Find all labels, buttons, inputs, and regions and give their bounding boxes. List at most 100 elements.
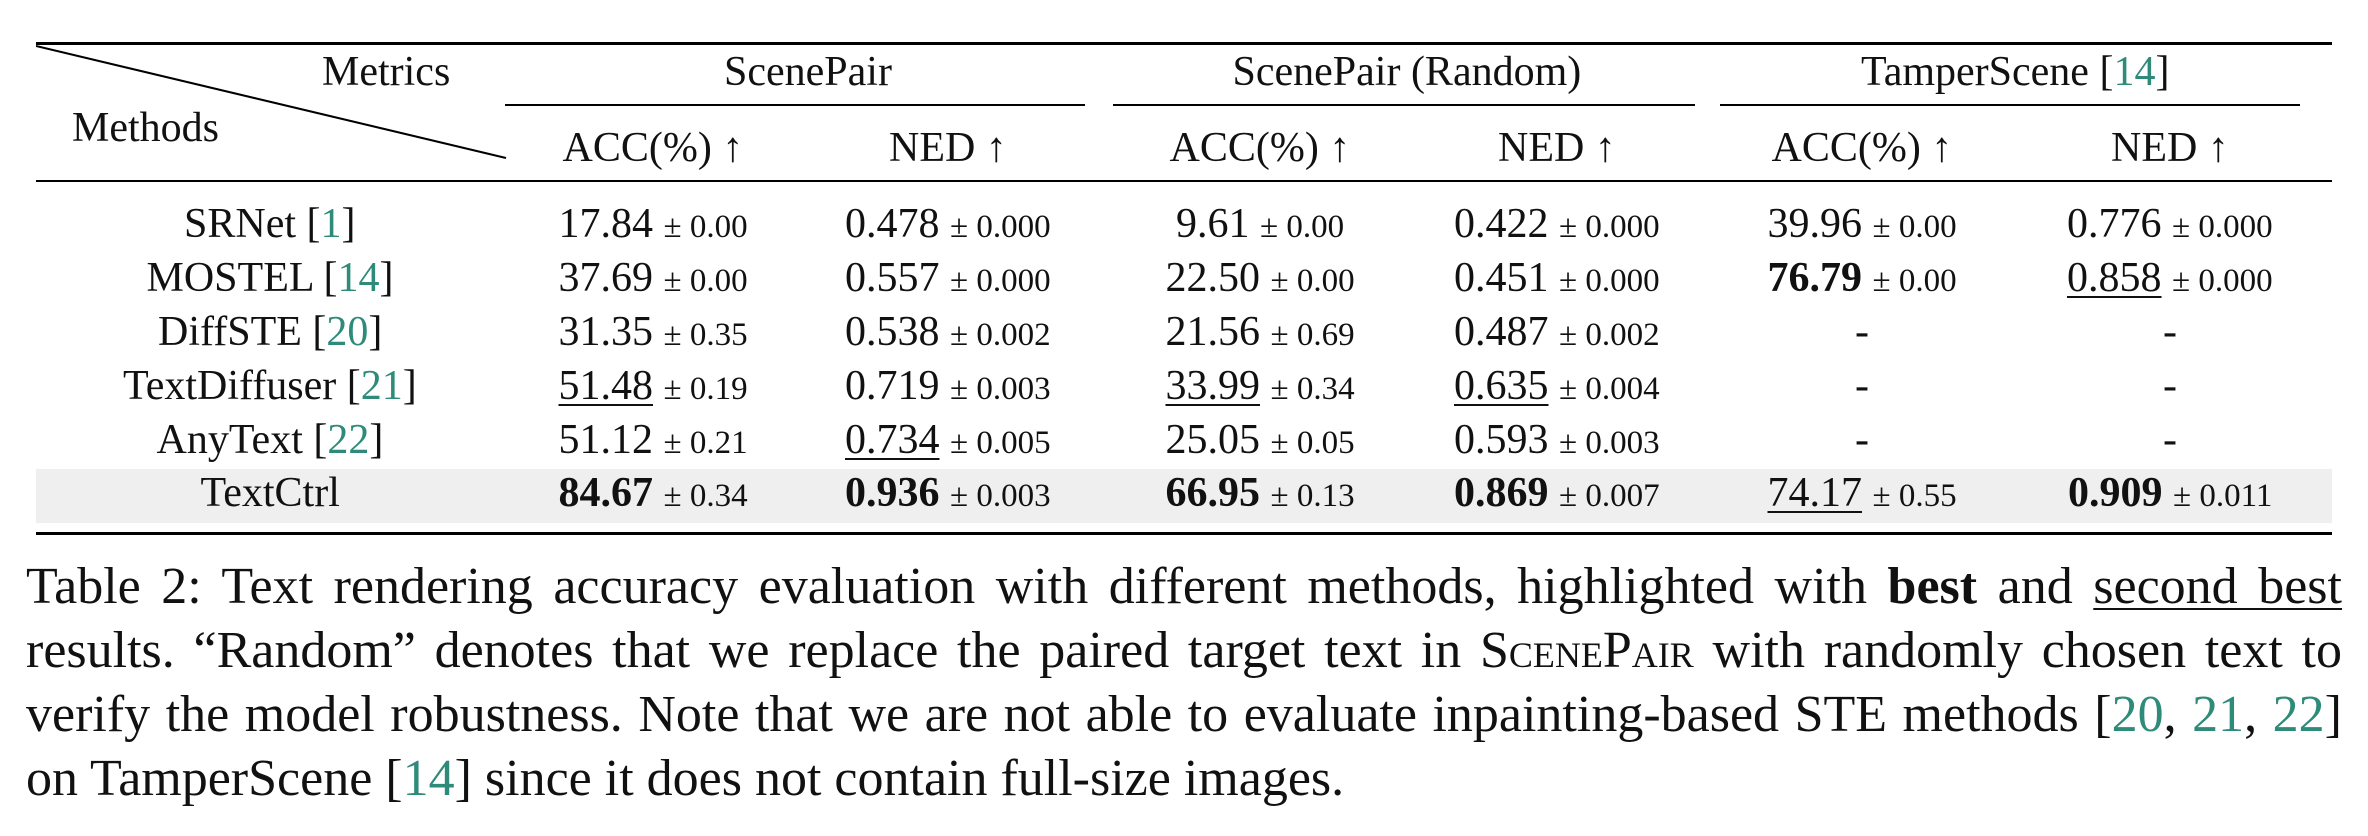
cell-std: ± 0.21 — [663, 425, 748, 461]
metric-header: ACC(%) ↑ — [1169, 125, 1351, 171]
citation-link[interactable]: 21 — [2192, 686, 2245, 743]
citation-link[interactable]: 1 — [320, 201, 342, 247]
table-cell: 39.96 ± 0.00 — [1768, 198, 1957, 253]
citation-link[interactable]: 14 — [337, 255, 380, 301]
cell-std: ± 0.003 — [950, 478, 1051, 514]
method-label: MOSTEL — [146, 255, 324, 301]
citation-link[interactable]: 20 — [326, 309, 369, 355]
table-cell: 74.17 ± 0.55 — [1768, 467, 1957, 522]
cell-value: 9.61 — [1176, 201, 1250, 247]
table-cell: 0.776 ± 0.000 — [2067, 198, 2273, 253]
table-cell: 51.48 ± 0.19 — [559, 360, 748, 415]
citation-link[interactable]: 22 — [2272, 686, 2325, 743]
cell-value: 0.869 — [1454, 470, 1549, 516]
cell-std: ± 0.000 — [2172, 263, 2273, 299]
cell-std: ± 0.003 — [1559, 425, 1660, 461]
citation-link[interactable]: 20 — [2111, 686, 2164, 743]
table-cell: 0.869 ± 0.007 — [1454, 467, 1660, 522]
cell-std: ± 0.000 — [950, 263, 1051, 299]
citation-link[interactable]: 21 — [360, 363, 403, 409]
citation-link[interactable]: 14 — [402, 750, 455, 807]
cell-value: 0.936 — [845, 470, 940, 516]
top-rule — [36, 42, 2332, 45]
table-cell: - — [1855, 414, 1869, 466]
table-caption: Table 2: Text rendering accuracy evaluat… — [26, 555, 2342, 811]
table-cell: 0.422 ± 0.000 — [1454, 198, 1660, 253]
cell-value: - — [1855, 309, 1869, 355]
table-cell: 0.635 ± 0.004 — [1454, 360, 1660, 415]
cell-value: 0.734 — [845, 417, 940, 463]
cell-value: - — [1855, 417, 1869, 463]
table-cell: 31.35 ± 0.35 — [559, 306, 748, 361]
method-name: DiffSTE [20] — [158, 309, 383, 355]
cell-std: ± 0.00 — [1872, 263, 1957, 299]
corner-diagonal-line — [36, 45, 507, 159]
caption-text: ] on TamperScene [ — [26, 686, 2342, 807]
cell-value: 37.69 — [558, 255, 654, 301]
cell-std: ± 0.011 — [2173, 478, 2273, 514]
caption-text: results. “Random” denotes that we replac… — [26, 622, 1480, 679]
citation-link[interactable]: 22 — [327, 417, 370, 463]
cell-value: - — [1855, 363, 1869, 409]
cell-value: - — [2163, 309, 2177, 355]
header-rule — [36, 180, 2332, 182]
table-cell: - — [2163, 360, 2177, 412]
cell-std: ± 0.003 — [950, 371, 1051, 407]
dataset-group-header: ScenePair — [724, 46, 892, 98]
cell-value: 51.48 — [558, 363, 654, 409]
table-cell: 17.84 ± 0.00 — [559, 198, 748, 253]
table-cell: - — [2163, 306, 2177, 358]
cell-value: 0.593 — [1454, 417, 1549, 463]
cell-value: 0.858 — [2067, 255, 2162, 301]
table-cell: 0.478 ± 0.000 — [845, 198, 1051, 253]
cell-std: ± 0.34 — [1270, 371, 1355, 407]
metric-header: NED ↑ — [2111, 125, 2229, 171]
table-cell: 9.61 ± 0.00 — [1176, 198, 1344, 253]
caption-text: , — [2244, 686, 2273, 743]
table-cell: 84.67 ± 0.34 — [559, 467, 748, 522]
method-name: AnyText [22] — [156, 417, 384, 463]
table-cell: 0.451 ± 0.000 — [1454, 252, 1660, 307]
table-cell: 0.593 ± 0.003 — [1454, 414, 1660, 469]
table-cell: 0.936 ± 0.003 — [845, 467, 1051, 522]
cell-std: ± 0.005 — [950, 425, 1051, 461]
dataset-name: TamperScene — [1861, 49, 2100, 95]
method-label: DiffSTE — [158, 309, 313, 355]
cell-std: ± 0.00 — [663, 263, 748, 299]
caption-text: , — [2163, 686, 2193, 743]
table-cell: 22.50 ± 0.00 — [1166, 252, 1355, 307]
cell-value: 0.451 — [1454, 255, 1549, 301]
cell-value: 0.557 — [845, 255, 940, 301]
table-cell: 37.69 ± 0.00 — [559, 252, 748, 307]
table-cell: 76.79 ± 0.00 — [1768, 252, 1957, 307]
table-cell: 0.538 ± 0.002 — [845, 306, 1051, 361]
citation-link[interactable]: 14 — [2113, 49, 2156, 95]
cell-std: ± 0.00 — [1260, 209, 1345, 245]
cell-std: ± 0.34 — [663, 478, 748, 514]
table-cell: - — [1855, 360, 1869, 412]
cell-std: ± 0.55 — [1872, 478, 1957, 514]
table-cell: 0.487 ± 0.002 — [1454, 306, 1660, 361]
group-underline — [1720, 104, 2300, 106]
table-cell: 33.99 ± 0.34 — [1166, 360, 1355, 415]
cell-value: 0.487 — [1454, 309, 1549, 355]
caption-text: Text rendering accuracy evaluation with … — [201, 558, 1888, 615]
cell-value: 0.776 — [2067, 201, 2162, 247]
cell-value: 17.84 — [558, 201, 654, 247]
cell-value: 66.95 — [1165, 470, 1261, 516]
cell-value: 76.79 — [1767, 255, 1863, 301]
cell-std: ± 0.002 — [950, 317, 1051, 353]
cell-value: 33.99 — [1165, 363, 1261, 409]
cell-std: ± 0.007 — [1559, 478, 1660, 514]
method-name: MOSTEL [14] — [146, 255, 394, 301]
table-cell: - — [1855, 306, 1869, 358]
caption-label: Table 2: — [26, 558, 202, 615]
cell-value: 21.56 — [1165, 309, 1261, 355]
table-cell: 51.12 ± 0.21 — [559, 414, 748, 469]
cell-value: 0.909 — [2068, 470, 2163, 516]
table-cell: 0.719 ± 0.003 — [845, 360, 1051, 415]
method-label: SRNet — [184, 201, 307, 247]
cell-std: ± 0.000 — [1559, 209, 1660, 245]
table-cell: 25.05 ± 0.05 — [1166, 414, 1355, 469]
cell-std: ± 0.13 — [1270, 478, 1355, 514]
